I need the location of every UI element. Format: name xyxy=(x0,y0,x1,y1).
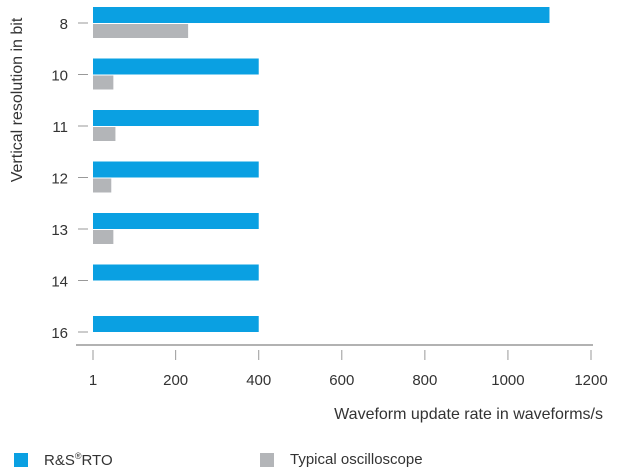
bar-typical-12 xyxy=(93,178,112,193)
y-axis-label: Vertical resolution in bit xyxy=(9,17,26,182)
legend-item-typical: Typical oscilloscope xyxy=(260,451,423,468)
y-tick-label-14: 14 xyxy=(51,274,68,291)
bar-typical-11 xyxy=(93,127,116,141)
x-tick-label-200: 200 xyxy=(163,372,188,389)
legend-swatch-rto xyxy=(14,453,28,467)
legend-label-rto: R&S®RTO xyxy=(44,451,113,469)
y-tick-label-10: 10 xyxy=(51,68,68,85)
legend-swatch-typical xyxy=(260,452,274,467)
bar-typical-13 xyxy=(93,230,114,244)
bar-rto-12 xyxy=(93,161,259,178)
x-tick-label-400: 400 xyxy=(246,372,271,389)
x-axis-label: Waveform update rate in waveforms/s xyxy=(334,406,603,423)
y-tick-label-16: 16 xyxy=(51,325,68,342)
bar-rto-8 xyxy=(93,7,550,23)
bar-rto-11 xyxy=(93,110,259,126)
x-tick-label-1000: 1000 xyxy=(491,372,524,389)
bar-typical-10 xyxy=(93,75,114,90)
x-tick-label-600: 600 xyxy=(329,372,354,389)
y-tick-label-12: 12 xyxy=(51,171,68,188)
x-tick-label-800: 800 xyxy=(412,372,437,389)
y-tick-label-13: 13 xyxy=(51,222,68,239)
y-tick-label-11: 11 xyxy=(52,119,68,136)
bar-rto-16 xyxy=(93,316,259,332)
legend-label-typical: Typical oscilloscope xyxy=(290,451,423,468)
bar-typical-8 xyxy=(93,24,189,38)
bar-rto-10 xyxy=(93,58,259,75)
x-tick-label-1200: 1200 xyxy=(574,372,607,389)
bar-rto-14 xyxy=(93,264,259,281)
x-tick-label-1: 1 xyxy=(89,372,97,389)
y-tick-label-8: 8 xyxy=(60,16,68,33)
bar-rto-13 xyxy=(93,213,259,229)
legend-item-rto: R&S®RTO xyxy=(14,451,113,469)
